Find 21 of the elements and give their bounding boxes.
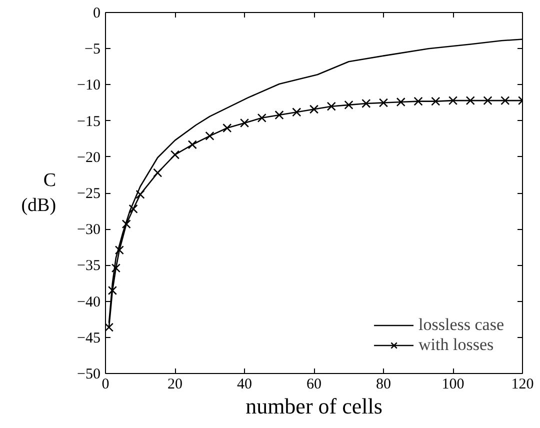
y-tick-label: −10 [77, 78, 101, 94]
y-tick-label: −20 [77, 150, 101, 166]
x-tick-label: 20 [168, 376, 182, 392]
y-tick-label: −35 [77, 258, 101, 274]
x-axis-title: number of cells [246, 394, 382, 418]
y-tick-label: −50 [77, 366, 101, 382]
y-tick-label: −5 [84, 42, 101, 58]
y-axis-title: C (dB) [21, 170, 56, 216]
y-tick-label: 0 [93, 6, 100, 22]
y-tick-label: −15 [77, 114, 101, 130]
legend-label: lossless case [418, 315, 504, 335]
x-tick-label: 40 [237, 376, 252, 392]
x-tick-label: 60 [306, 376, 322, 392]
legend-label: with losses [418, 335, 494, 355]
y-tick-label: −45 [77, 330, 101, 346]
y-tick-label: −25 [77, 186, 101, 202]
y-tick-label: −30 [77, 222, 101, 238]
x-tick-label: 120 [511, 376, 534, 392]
x-tick-label: 80 [376, 376, 391, 392]
x-tick-label: 100 [442, 376, 464, 392]
y-tick-label: −40 [77, 294, 101, 310]
